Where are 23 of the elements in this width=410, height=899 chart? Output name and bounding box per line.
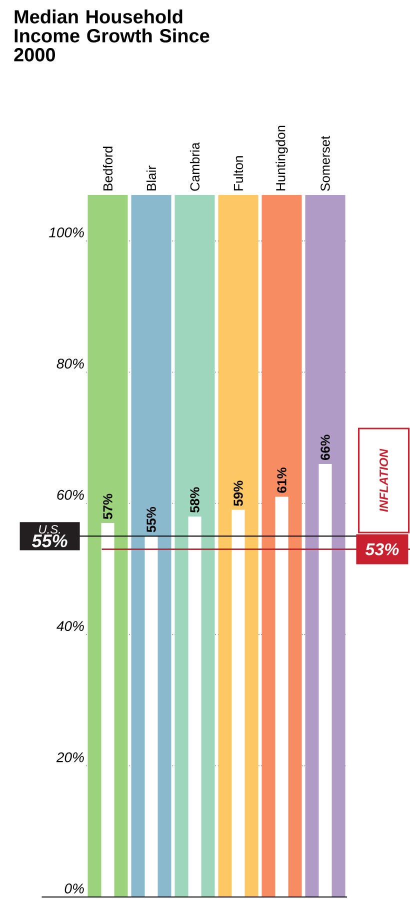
- x-tick-label: Huntingdon: [276, 126, 288, 190]
- ref-line-label: U.S.: [39, 525, 60, 534]
- annotation: 55%: [32, 534, 68, 548]
- data-label: 58%: [190, 487, 200, 513]
- ref-line-label: INFLATION: [380, 448, 388, 512]
- data-label: 57%: [103, 494, 112, 520]
- chart-title: Median Household Income Growth Since 2000: [14, 10, 210, 62]
- y-tick-label: 40%: [56, 621, 84, 632]
- y-tick-label: 20%: [56, 752, 84, 762]
- x-tick-label: Bedford: [102, 146, 113, 190]
- y-tick-label: 0%: [64, 884, 84, 894]
- x-tick-label: Fulton: [233, 156, 244, 190]
- y-tick-label: 60%: [57, 490, 84, 500]
- data-label: 55%: [146, 506, 156, 532]
- data-label: 61%: [277, 468, 286, 493]
- x-tick-label: Blair: [146, 166, 156, 190]
- y-tick-label: 80%: [56, 358, 84, 369]
- x-tick-label: Cambria: [190, 142, 200, 191]
- y-tick-label: 100%: [49, 227, 84, 238]
- data-label: 59%: [234, 480, 243, 506]
- annotation: 53%: [365, 543, 399, 556]
- data-label: 66%: [320, 434, 330, 460]
- x-tick-label: Somerset: [320, 136, 330, 191]
